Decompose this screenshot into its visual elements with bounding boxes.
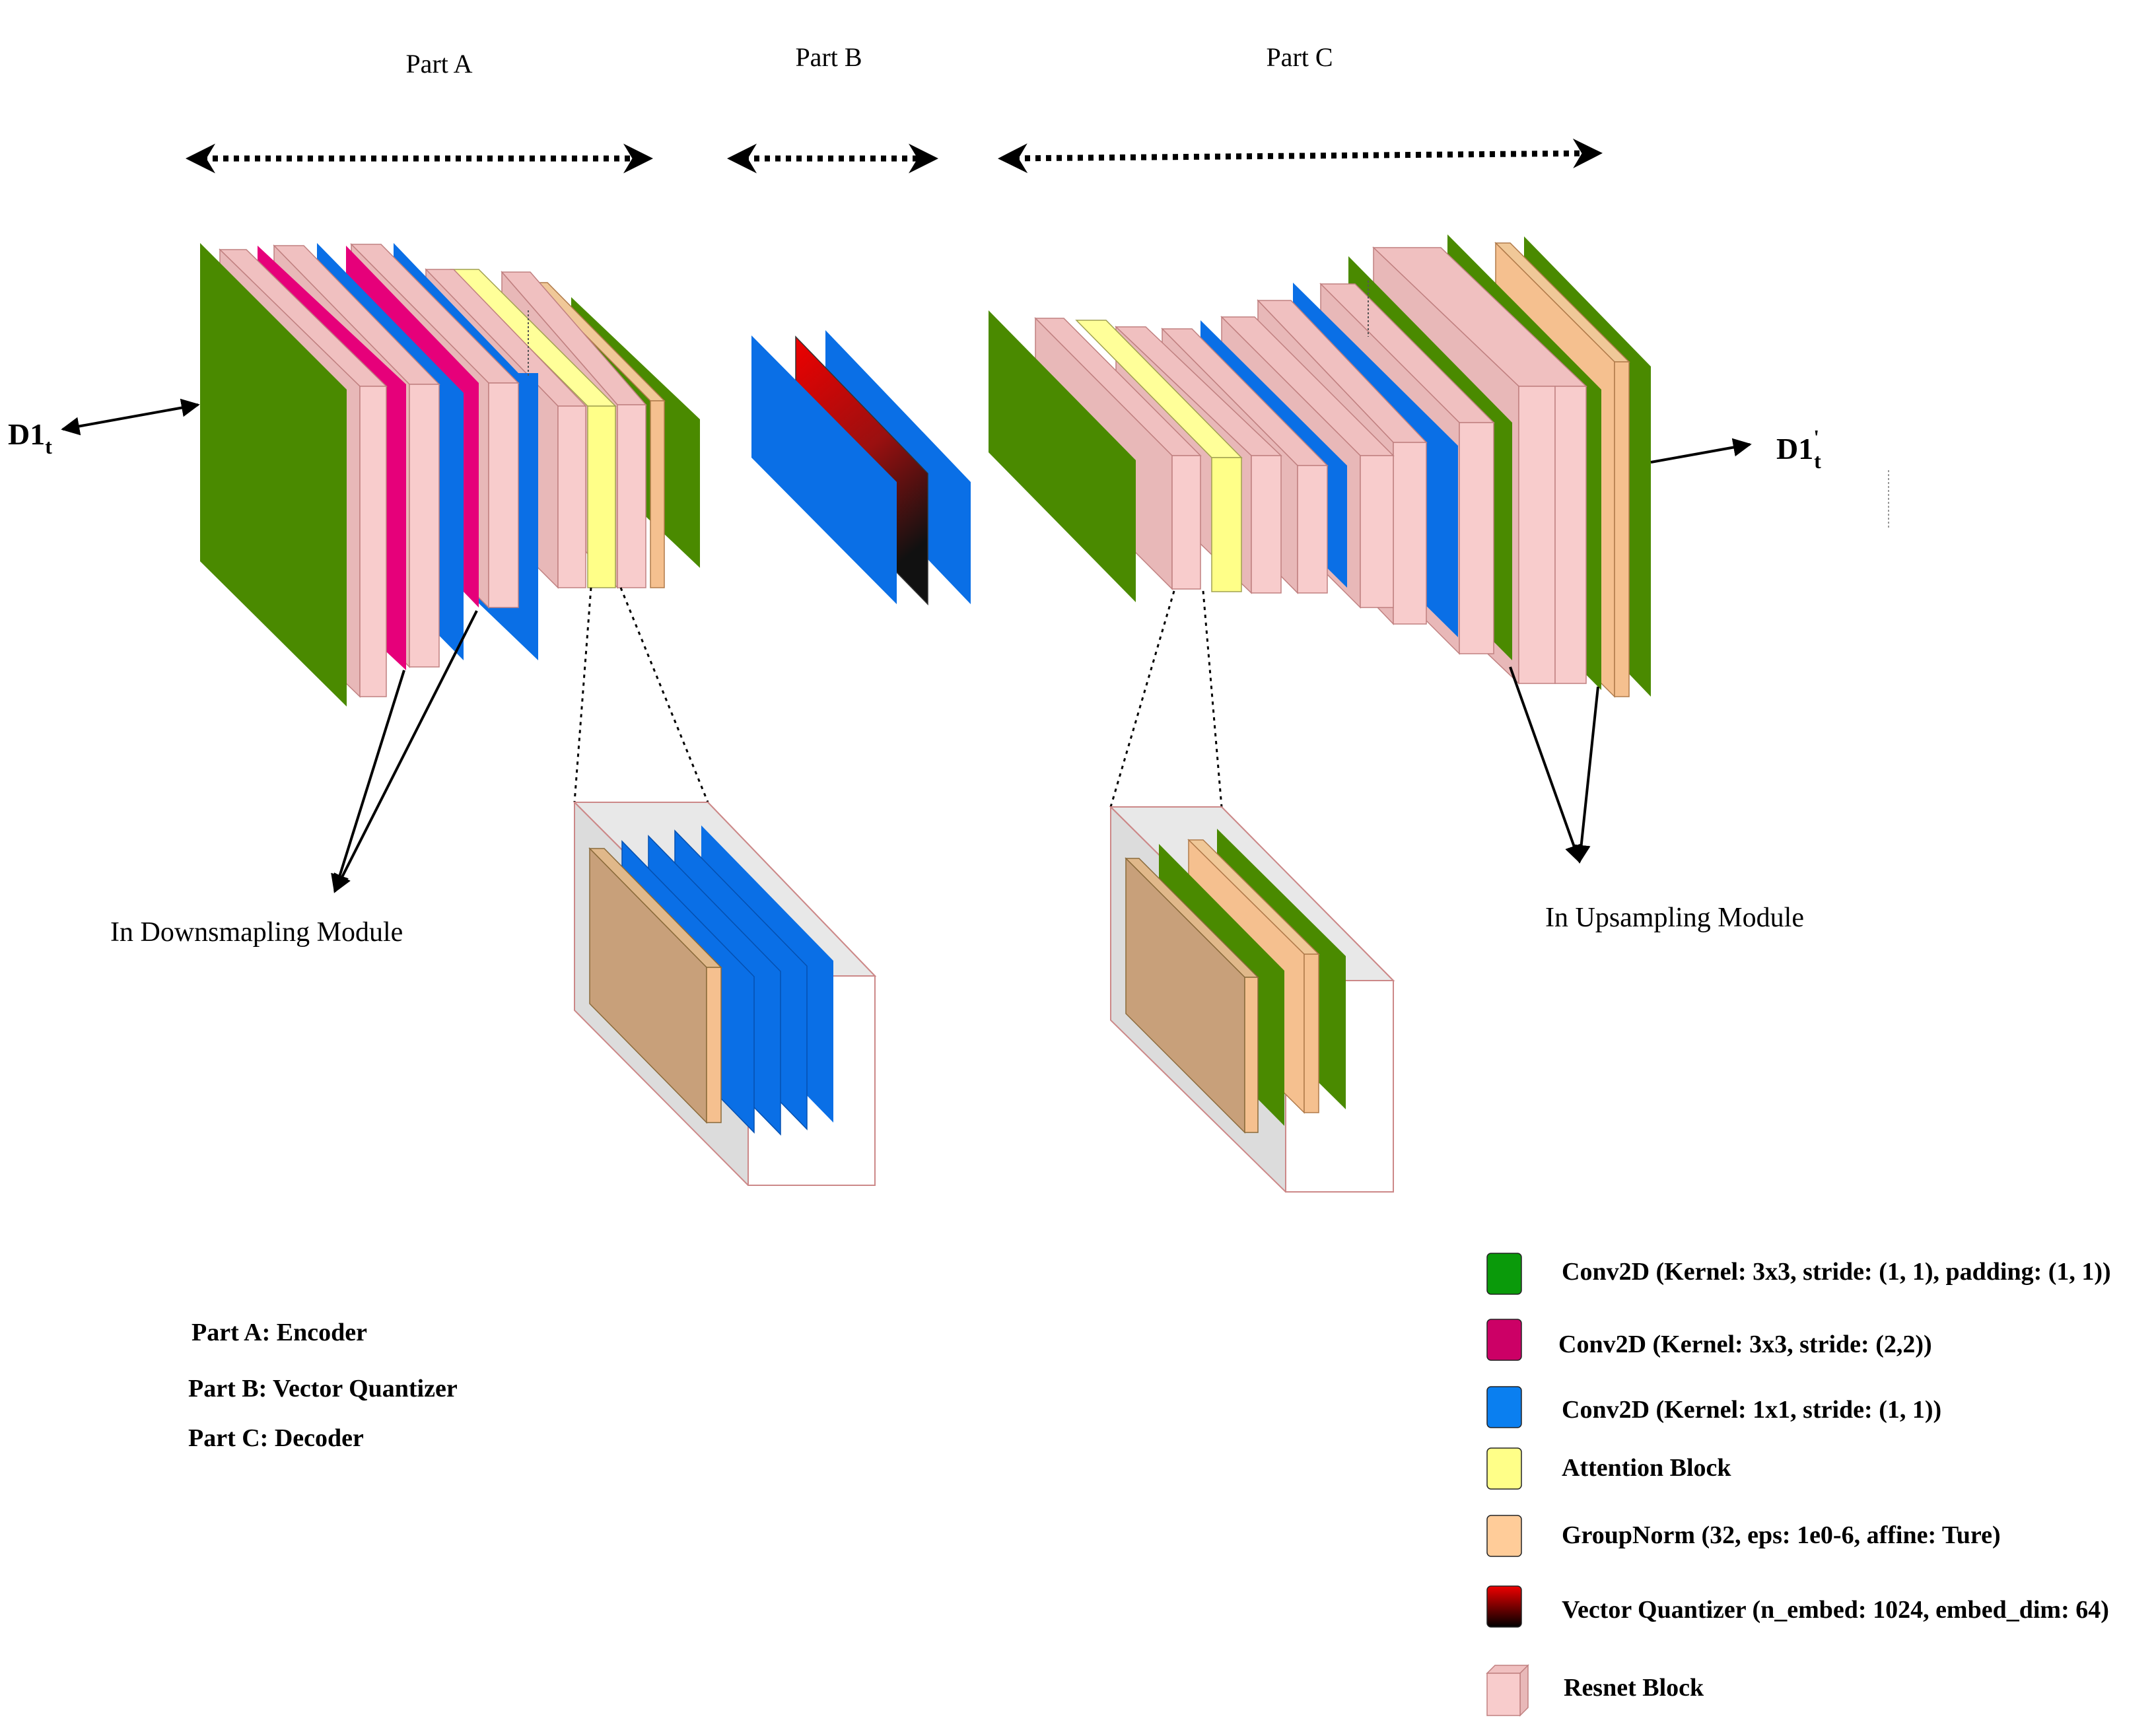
decoder-resnet-1-front (1251, 455, 1282, 594)
part-def-a: Part A: Encoder (191, 1319, 367, 1346)
legend-label-vq: Vector Quantizer (n_embed: 1024, embed_d… (1562, 1596, 2109, 1624)
part-a-label: Part A (405, 49, 472, 79)
encoder-resnet-3-front (557, 405, 586, 588)
legend-swatch-attention (1486, 1447, 1522, 1490)
decoder-resnet-5-front (1459, 422, 1494, 654)
decoder-conv-in (989, 310, 1136, 602)
vq-conv-pre (751, 335, 897, 604)
downsampling-callout (331, 610, 478, 893)
legend-swatch-conv-stride (1486, 1319, 1522, 1361)
legend-swatch-conv3x3 (1486, 1253, 1522, 1295)
legend-label-conv-stride: Conv2D (Kernel: 3x3, stride: (2,2)) (1558, 1331, 1932, 1358)
part-c-span-arrow (998, 138, 1603, 174)
encoder-conv-in (200, 243, 347, 707)
decoder-resnet-4-front (1393, 442, 1427, 625)
decoder-groupnorm-front (1614, 361, 1630, 697)
output-arrow (1650, 438, 1752, 464)
legend-swatch-conv1x1 (1486, 1386, 1522, 1428)
legend-swatch-resnet (1486, 1664, 1529, 1717)
encoder-resnet-1-front (409, 384, 440, 668)
legend-label-groupnorm: GroupNorm (32, eps: 1e0-6, affine: Ture) (1562, 1521, 2001, 1549)
encoder-groupnorm-front (650, 400, 665, 588)
upsampling-label: In Upsampling Module (1545, 903, 1804, 933)
encoder-zoom-line-left (573, 587, 592, 803)
resnet-detail-box (1109, 806, 1395, 1193)
part-c-label: Part C (1266, 42, 1333, 72)
decoder-stack (989, 234, 1651, 698)
legend-label-conv3x3: Conv2D (Kernel: 3x3, stride: (1, 1), pad… (1562, 1258, 2111, 1286)
resnet-detail-groupnorm-2-front (1304, 954, 1319, 1113)
decoder-attention-front (1211, 457, 1242, 592)
legend-swatch-groupnorm (1486, 1515, 1522, 1557)
part-b-label: Part B (795, 42, 862, 72)
decoder-zoom-line-right (1202, 590, 1223, 808)
vq-stack (751, 330, 971, 606)
legend: Conv2D (Kernel: 3x3, stride: (1, 1), pad… (1486, 1253, 2111, 1717)
decoder-resnet-6-front-b (1554, 386, 1587, 684)
attention-detail-groupnorm-front (706, 967, 722, 1123)
attention-detail-box (573, 802, 877, 1186)
legend-swatch-vq (1486, 1585, 1522, 1628)
legend-label-conv1x1: Conv2D (Kernel: 1x1, stride: (1, 1)) (1562, 1396, 1941, 1424)
downsampling-label: In Downsmapling Module (110, 917, 403, 948)
decoder-resnet-0-front (1171, 455, 1201, 590)
encoder-zoom-line-right (619, 587, 709, 803)
resnet-detail-groupnorm-1-front (1244, 977, 1259, 1133)
input-label: D1t (8, 417, 52, 458)
part-def-b: Part B: Vector Quantizer (188, 1375, 458, 1403)
legend-label-attention: Attention Block (1562, 1454, 1731, 1482)
decoder-zoom-line-left (1109, 590, 1175, 808)
encoder-attention-front (587, 405, 616, 588)
encoder-resnet-4-front (617, 404, 646, 588)
input-arrow (61, 398, 200, 436)
decoder-resnet-2-front (1297, 465, 1328, 594)
upsampling-callout (1509, 666, 1599, 864)
decoder-resnet-3-front (1360, 455, 1394, 608)
encoder-stack (200, 243, 700, 707)
legend-label-resnet: Resnet Block (1564, 1674, 1704, 1702)
part-def-c: Part C: Decoder (188, 1424, 364, 1452)
encoder-resnet-2-front (488, 382, 519, 608)
decoder-resnet-6-front (1518, 386, 1556, 684)
output-label: D1' t (1776, 425, 1821, 473)
encoder-resnet-0-front (359, 386, 387, 697)
